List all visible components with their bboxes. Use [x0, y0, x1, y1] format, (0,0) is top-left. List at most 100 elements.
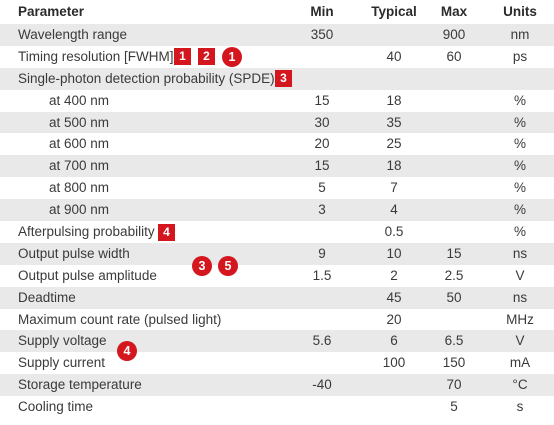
table-row: Deadtime 45 50 ns — [0, 286, 554, 309]
typical-value: 35 — [386, 114, 402, 130]
footnote-badge: 3 — [275, 70, 292, 88]
footnote-badge: 1 — [174, 48, 191, 66]
unit-value: % — [513, 224, 526, 240]
unit-value: % — [513, 180, 526, 196]
table-header: Parameter Min Typical Max Units — [0, 0, 554, 24]
min-value: 1.5 — [312, 267, 332, 283]
unit-value: °C — [512, 377, 528, 393]
unit-value: nm — [510, 27, 530, 42]
unit-value: V — [515, 267, 525, 283]
max-value: 6.5 — [444, 333, 464, 349]
max-value: 900 — [442, 27, 466, 42]
table-row: at 700 nm 15 18 % — [0, 155, 554, 178]
param-label: at 900 nm — [49, 202, 110, 218]
min-value: 9 — [318, 245, 326, 261]
unit-value: % — [513, 114, 526, 130]
header-typical: Typical — [371, 4, 417, 19]
unit-value: MHz — [506, 311, 534, 327]
param-label: at 400 nm — [49, 92, 110, 108]
table-row: Supply current 100 150 mA — [0, 352, 554, 374]
table-row: at 400 nm 15 18 % — [0, 90, 554, 112]
param-label: Output pulse amplitude — [18, 267, 157, 283]
unit-value: ps — [512, 48, 528, 64]
max-value: 50 — [446, 289, 462, 305]
table-row: Supply voltage 4 5.6 6 6.5 V — [0, 330, 554, 362]
unit-value: % — [513, 136, 526, 152]
table-row: at 600 nm 20 25 % — [0, 133, 554, 155]
min-value: 350 — [310, 27, 334, 42]
unit-value: % — [513, 158, 526, 174]
param-label: Wavelength range — [18, 27, 128, 42]
table-row: Storage temperature -40 70 °C — [0, 374, 554, 397]
header-units: Units — [503, 4, 537, 19]
param-label: Output pulse width — [18, 245, 130, 261]
table-row: Output pulse amplitude 3 5 1.5 2 2.5 V — [0, 255, 554, 287]
table-row: Cooling time 5 s — [0, 396, 554, 418]
typical-value: 10 — [386, 245, 402, 261]
param-label: Supply current — [18, 355, 106, 371]
typical-value: 4 — [390, 202, 398, 218]
table-row: Afterpulsing probability 4 0.5 % — [0, 221, 554, 243]
footnote-circle-badge: 3 — [192, 255, 212, 276]
typical-value: 7 — [390, 180, 398, 196]
unit-value: % — [513, 92, 526, 108]
footnote-badge: 4 — [158, 223, 175, 241]
typical-value: 25 — [386, 136, 402, 152]
unit-value: % — [513, 202, 526, 218]
unit-value: s — [516, 399, 524, 415]
typical-value: 40 — [386, 48, 402, 64]
param-label: at 700 nm — [49, 158, 110, 174]
unit-value: ns — [512, 289, 528, 305]
typical-value: 6 — [390, 333, 398, 349]
table-row: at 800 nm 5 7 % — [0, 177, 554, 199]
typical-value: 0.5 — [384, 224, 404, 240]
min-value: -40 — [312, 377, 332, 393]
table-row: Maximum count rate (pulsed light) 20 MHz — [0, 309, 554, 331]
param-label: at 800 nm — [49, 180, 110, 196]
unit-value: mA — [509, 355, 531, 371]
param-label: Timing resolution [FWHM] — [18, 48, 174, 64]
unit-value: ns — [512, 245, 528, 261]
min-value: 15 — [314, 158, 330, 174]
param-label: Afterpulsing probability — [18, 224, 155, 240]
typical-value: 18 — [386, 92, 402, 108]
min-value: 30 — [314, 114, 330, 130]
footnote-circle-badge: 1 — [222, 46, 242, 67]
max-value: 70 — [446, 377, 462, 393]
param-label: Supply voltage — [18, 333, 107, 349]
max-value: 5 — [450, 399, 458, 415]
max-value: 15 — [446, 245, 462, 261]
param-label: at 600 nm — [49, 136, 110, 152]
typical-value: 20 — [386, 311, 402, 327]
param-label: Deadtime — [18, 289, 76, 305]
footnote-circle-badge: 5 — [218, 255, 238, 276]
unit-value: V — [515, 333, 525, 349]
table-row: Wavelength range 350 900 nm — [0, 24, 554, 46]
max-value: 2.5 — [444, 267, 464, 283]
typical-value: 100 — [382, 355, 406, 371]
table-row: at 900 nm 3 4 % — [0, 199, 554, 222]
param-label: Single-photon detection probability (SPD… — [18, 70, 275, 86]
min-value: 5.6 — [312, 333, 332, 349]
min-value: 20 — [314, 136, 330, 152]
table-row: Timing resolution [FWHM] 1 2 1 40 60 ps — [0, 46, 554, 68]
table-row: Output pulse width 9 10 15 ns — [0, 242, 554, 265]
max-value: 150 — [442, 355, 466, 371]
typical-value: 45 — [386, 289, 402, 305]
header-parameter: Parameter — [18, 4, 85, 19]
min-value: 3 — [318, 202, 326, 218]
header-min: Min — [310, 4, 334, 19]
param-label: Cooling time — [18, 399, 94, 415]
header-max: Max — [440, 4, 468, 19]
typical-value: 2 — [390, 267, 398, 283]
min-value: 15 — [314, 92, 330, 108]
param-label: at 500 nm — [49, 114, 110, 130]
max-value: 60 — [446, 48, 462, 64]
footnote-circle-badge: 4 — [117, 341, 137, 362]
param-label: Maximum count rate (pulsed light) — [18, 311, 222, 327]
footnote-badge: 2 — [198, 48, 215, 66]
param-label: Storage temperature — [18, 377, 142, 393]
min-value: 5 — [318, 180, 326, 196]
table-row: Single-photon detection probability (SPD… — [0, 67, 554, 90]
